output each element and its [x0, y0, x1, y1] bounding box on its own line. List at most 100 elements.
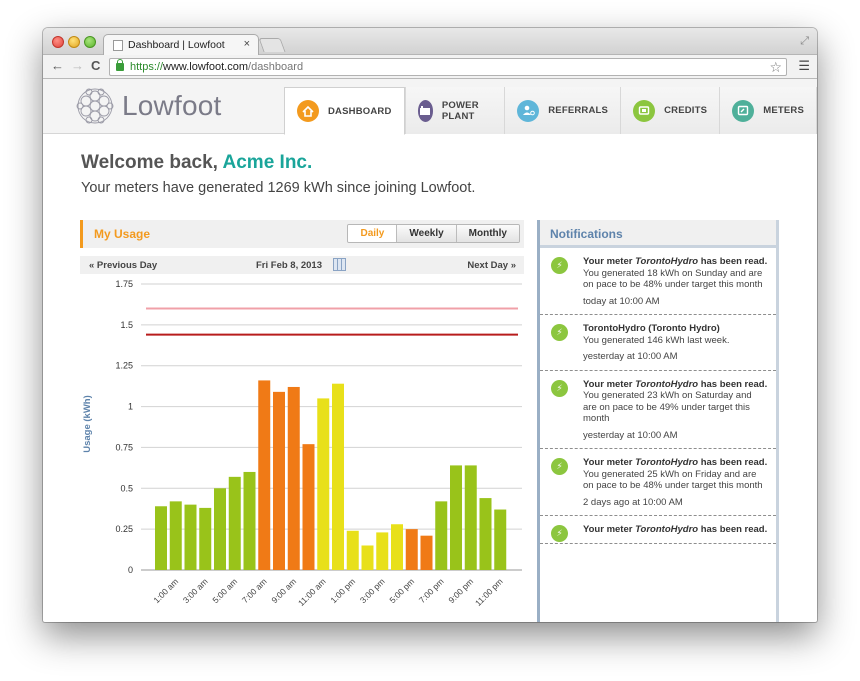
site-header: Lowfoot DASHBOARD POWER PLANT REFERRALS [43, 79, 817, 135]
usage-bar [169, 501, 182, 570]
usage-bar [435, 501, 448, 570]
back-icon[interactable]: ← [51, 58, 64, 73]
notifications-title: Notifications [550, 227, 623, 241]
address-bar[interactable]: https://www.lowfoot.com/dashboard ☆ [109, 58, 787, 76]
calendar-icon[interactable] [333, 258, 346, 271]
notifications-list: ⚡ Your meter TorontoHydro has been read. Y… [540, 248, 776, 544]
house-icon [297, 100, 319, 122]
x-tick-label: 3:00 pm [358, 576, 387, 605]
new-tab-button[interactable] [258, 38, 286, 52]
usage-bar [361, 545, 374, 570]
range-weekly-button[interactable]: Weekly [396, 225, 456, 242]
tab-close-icon[interactable]: × [243, 38, 250, 50]
notification-body: You generated 25 kWh on Friday and are o… [583, 468, 763, 492]
page-icon [113, 40, 123, 51]
usage-bar [273, 391, 285, 570]
forward-icon[interactable]: → [71, 58, 84, 73]
minimize-window-button[interactable] [68, 36, 80, 48]
notifications-panel: Notifications ⚡ Your meter TorontoHydro h… [537, 220, 779, 622]
lightning-icon: ⚡ [551, 257, 568, 274]
current-date: Fri Feb 8, 2013 [256, 260, 323, 271]
x-tick-label: 1:00 pm [328, 576, 357, 605]
usage-bar [405, 529, 418, 570]
url-text[interactable]: https://www.lowfoot.com/dashboard [130, 61, 304, 73]
zoom-window-button[interactable] [84, 36, 96, 48]
notification-body: You generated 18 kWh on Sunday and are o… [583, 267, 763, 291]
person-add-icon [517, 99, 540, 122]
usage-bar [450, 465, 462, 570]
main-nav: DASHBOARD POWER PLANT REFERRALS CREDITS [284, 87, 817, 135]
notifications-header: Notifications [540, 220, 776, 248]
usage-bar [332, 383, 344, 570]
notification-time: yesterday at 10:00 AM [583, 429, 678, 441]
x-tick-label: 11:00 pm [473, 576, 505, 608]
tab-label: DASHBOARD [328, 105, 392, 117]
usage-panel: My Usage Daily Weekly Monthly « Previous… [80, 220, 524, 608]
notification-heading: Your meter TorontoHydro has been read. [583, 457, 768, 468]
browser-toolbar: ← → C https://www.lowfoot.com/dashboard … [43, 55, 817, 79]
usage-bar [376, 532, 389, 570]
tab-label: POWER PLANT [441, 99, 479, 122]
notification-time: today at 10:00 AM [583, 295, 660, 307]
usage-panel-header: My Usage Daily Weekly Monthly [80, 220, 524, 248]
x-tick-label: 5:00 am [210, 576, 239, 605]
y-tick-label: 1.25 [115, 361, 133, 371]
tab-title: Dashboard | Lowfoot [128, 39, 225, 51]
y-tick-label: 0 [128, 565, 133, 575]
x-tick-label: 1:00 am [151, 576, 180, 605]
company-name: Acme Inc. [222, 152, 313, 173]
reload-icon[interactable]: C [91, 58, 101, 73]
notification-heading: Your meter TorontoHydro has been read. [583, 378, 768, 390]
y-tick-label: 1.75 [115, 279, 133, 289]
tab-referrals[interactable]: REFERRALS [504, 87, 621, 134]
usage-bar [317, 398, 330, 570]
y-tick-label: 1.5 [120, 320, 133, 330]
notification-item[interactable]: ⚡ TorontoHydro (Toronto Hydro) You generat… [540, 315, 776, 371]
tab-power-plant[interactable]: POWER PLANT [404, 87, 505, 134]
usage-bar [184, 504, 197, 570]
meter-icon [732, 99, 755, 122]
usage-bar [479, 498, 492, 570]
range-daily-button[interactable]: Daily [348, 225, 397, 242]
close-window-button[interactable] [52, 36, 64, 48]
usage-bar [420, 535, 433, 570]
notification-heading: Your meter TorontoHydro has been read. [583, 256, 768, 267]
tab-label: REFERRALS [548, 105, 609, 116]
logo-text[interactable]: Lowfoot [122, 90, 222, 121]
usage-bar [258, 380, 271, 570]
factory-icon [417, 99, 433, 122]
tab-dashboard[interactable]: DASHBOARD [284, 87, 405, 135]
x-tick-label: 9:00 pm [446, 576, 475, 605]
x-tick-label: 7:00 pm [417, 576, 446, 605]
lightning-icon: ⚡ [551, 324, 568, 341]
notification-item[interactable]: ⚡ Your meter TorontoHydro has been read. Y… [540, 449, 776, 516]
lock-icon [116, 59, 124, 71]
next-day-link[interactable]: Next Day » [467, 260, 516, 271]
notification-heading: TorontoHydro (Toronto Hydro) [583, 323, 720, 334]
x-tick-label: 11:00 am [296, 576, 328, 608]
y-axis-label: Usage (kWh) [82, 395, 93, 453]
fullscreen-icon[interactable]: ⤢ [800, 35, 809, 47]
page-title: Welcome back, Acme Inc. [81, 152, 313, 173]
notification-item[interactable]: ⚡ Your meter TorontoHydro has been read. Y… [540, 371, 776, 449]
x-tick-label: 3:00 am [181, 576, 210, 605]
x-tick-label: 9:00 am [269, 576, 298, 605]
menu-icon[interactable]: ☰ [798, 58, 810, 73]
range-monthly-button[interactable]: Monthly [455, 225, 519, 242]
browser-tab[interactable]: Dashboard | Lowfoot × [103, 34, 259, 56]
lowfoot-logo-icon[interactable] [76, 87, 114, 125]
usage-bar [302, 444, 315, 570]
y-tick-label: 0.25 [115, 524, 133, 534]
usage-bar [464, 465, 477, 570]
usage-bar [287, 386, 300, 570]
notification-item[interactable]: ⚡ Your meter TorontoHydro has been read. [540, 516, 776, 544]
tab-credits[interactable]: CREDITS [620, 87, 720, 134]
previous-day-link[interactable]: « Previous Day [89, 260, 158, 271]
usage-bar [155, 506, 167, 570]
tab-label: CREDITS [664, 105, 708, 116]
notification-item[interactable]: ⚡ Your meter TorontoHydro has been read. Y… [540, 248, 776, 315]
usage-bar [243, 471, 256, 570]
bookmark-star-icon[interactable]: ☆ [769, 59, 782, 75]
tab-meters[interactable]: METERS [719, 87, 817, 134]
